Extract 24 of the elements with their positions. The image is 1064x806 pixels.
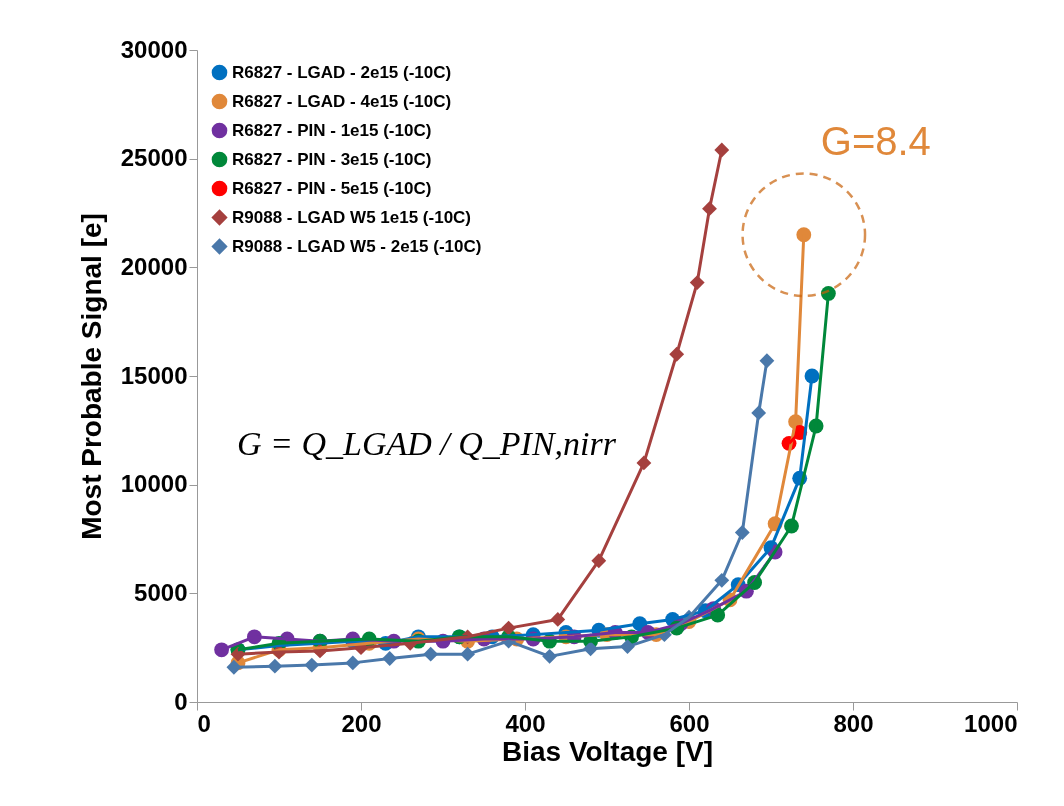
x-tick-label: 800 <box>833 709 874 737</box>
legend-label: R9088 - LGAD W5 - 2e15 (-10C) <box>232 236 482 256</box>
y-tick-label: 0 <box>174 687 188 715</box>
x-tick-label: 1000 <box>964 709 1018 737</box>
legend-label: R6827 - LGAD - 2e15 (-10C) <box>232 62 452 82</box>
y-tick-label: 20000 <box>120 252 188 280</box>
annotation: G=8.4 <box>820 118 931 163</box>
x-axis-title: Bias Voltage [V] <box>501 735 714 767</box>
x-tick-label: 400 <box>505 709 546 737</box>
annotation: G = Q_LGAD / Q_PIN,nirr <box>237 425 617 462</box>
legend-label: R9088 - LGAD W5 1e15 (-10C) <box>232 207 472 227</box>
legend-label: R6827 - LGAD - 4e15 (-10C) <box>232 91 452 111</box>
x-tick-label: 200 <box>341 709 382 737</box>
x-tick-label: 600 <box>669 709 710 737</box>
y-tick-label: 30000 <box>120 35 188 63</box>
y-tick-label: 15000 <box>120 361 188 389</box>
y-tick-label: 10000 <box>120 470 188 498</box>
y-axis-title: Most Probable Signal [e] <box>75 213 107 540</box>
y-tick-label: 5000 <box>134 578 188 606</box>
legend-label: R6827 - PIN - 1e15 (-10C) <box>232 120 432 140</box>
y-tick-label: 25000 <box>120 144 188 172</box>
legend-label: R6827 - PIN - 5e15 (-10C) <box>232 178 432 198</box>
legend-label: R6827 - PIN - 3e15 (-10C) <box>232 149 432 169</box>
x-tick-label: 0 <box>197 709 211 737</box>
